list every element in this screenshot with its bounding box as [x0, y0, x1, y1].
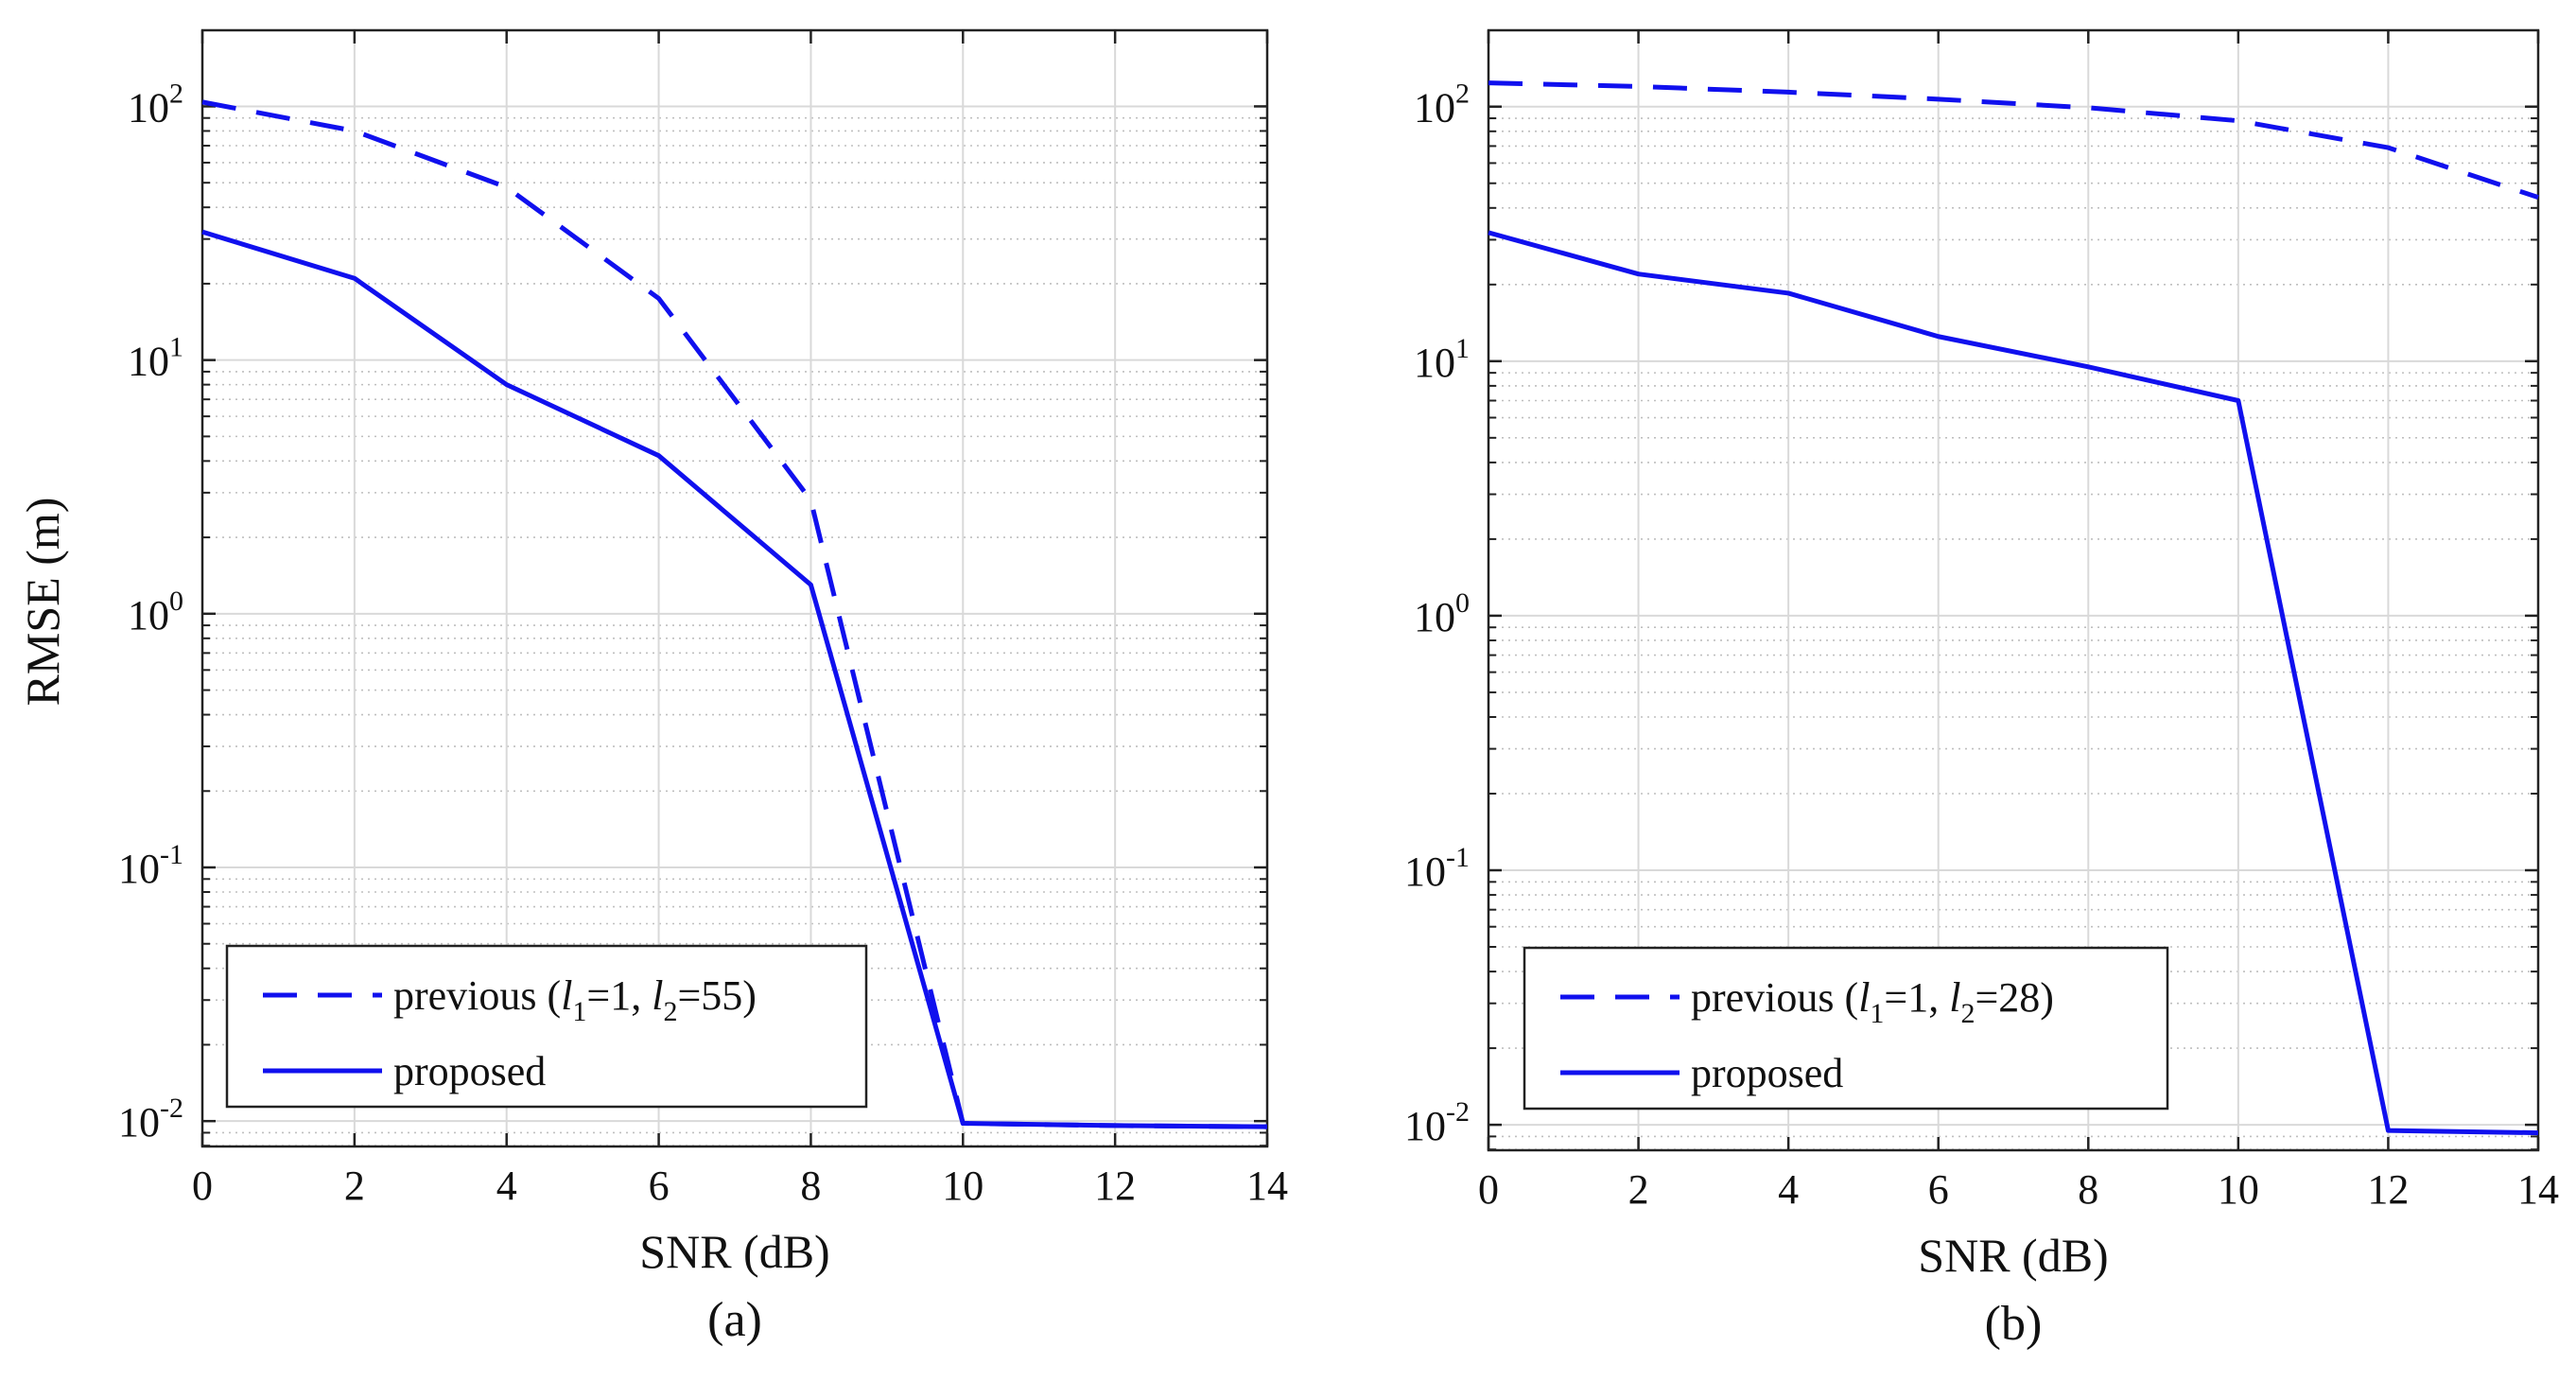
legend-label-proposed: proposed	[1691, 1050, 1843, 1096]
data-point-proposed	[2538, 1132, 2539, 1133]
legend: previous (l1=1, l2=55) proposed	[225, 944, 868, 1109]
data-point-previous	[1938, 98, 1939, 99]
x-tick-label: 4	[1778, 1166, 1799, 1213]
x-axis-label: SNR (dB)	[639, 1225, 829, 1278]
series-line-proposed	[201, 229, 1268, 1129]
x-tick-label: 2	[1628, 1166, 1649, 1213]
data-point-proposed	[810, 585, 811, 586]
x-axis-label: SNR (dB)	[1918, 1229, 2108, 1282]
legend-box	[1523, 946, 2169, 1111]
x-tick-label: 10	[2218, 1166, 2259, 1213]
data-point-previous	[658, 298, 659, 299]
x-tick-label: 6	[649, 1163, 670, 1209]
data-point-proposed	[1638, 273, 1639, 274]
x-tick-label: 10	[942, 1163, 983, 1209]
grid	[201, 30, 1268, 1146]
data-point-proposed	[1938, 336, 1939, 337]
y-tick-label: 10-2	[118, 1093, 183, 1146]
data-point-previous	[2538, 197, 2539, 198]
legend-label-previous: previous (l1=1, l2=28)	[1691, 974, 2054, 1029]
chart-panel-b: 0 2 4 6 8 10 12 14 102 101 100 10-1 10-2 SNR (dB) (b) p…	[1404, 28, 2559, 1351]
x-tick-label: 0	[192, 1163, 213, 1209]
legend: previous (l1=1, l2=28) proposed	[1523, 946, 2169, 1111]
x-tick-label: 0	[1478, 1166, 1499, 1213]
legend-label-proposed: proposed	[393, 1048, 546, 1094]
series-line-proposed	[1488, 230, 2539, 1136]
axes-box	[200, 28, 1269, 1148]
series-line-previous	[1488, 80, 2539, 201]
data-point-proposed	[1115, 1125, 1116, 1126]
legend-box	[225, 944, 868, 1109]
data-point-proposed	[202, 232, 203, 233]
y-tick-label: 101	[128, 332, 183, 385]
data-point-proposed	[506, 384, 507, 385]
data-point-proposed	[354, 278, 355, 279]
x-tick-label: 4	[496, 1163, 517, 1209]
panel-label: (a)	[707, 1293, 762, 1347]
x-tick-label: 12	[2367, 1166, 2409, 1213]
y-axis-label: RMSE (m)	[16, 498, 69, 707]
panel-label: (b)	[1985, 1297, 2043, 1351]
data-point-proposed	[963, 1123, 964, 1124]
y-tick-label: 102	[1414, 79, 1470, 131]
data-point-previous	[1488, 82, 1489, 83]
x-tick-label: 6	[1928, 1166, 1949, 1213]
data-point-proposed	[2237, 400, 2238, 401]
data-point-previous	[1638, 86, 1639, 87]
series-proposed	[1488, 230, 2539, 1136]
x-tick-label: 12	[1094, 1163, 1136, 1209]
series-line-previous	[201, 99, 1268, 1129]
data-point-previous	[506, 186, 507, 187]
data-point-previous	[2388, 148, 2389, 149]
axes-box	[1487, 28, 2540, 1152]
data-point-proposed	[1267, 1127, 1268, 1128]
data-point-previous	[810, 499, 811, 500]
x-tick-label: 2	[344, 1163, 365, 1209]
data-point-proposed	[2388, 1130, 2389, 1131]
y-tick-label: 10-2	[1404, 1096, 1470, 1149]
data-point-proposed	[1788, 292, 1789, 293]
data-point-previous	[2237, 120, 2238, 121]
y-tick-label: 101	[1414, 333, 1470, 386]
series-previous	[201, 99, 1268, 1129]
legend-label-previous: previous (l1=1, l2=55)	[393, 972, 757, 1027]
y-tick-label: 100	[1414, 587, 1470, 640]
chart-panel-a: 0 2 4 6 8 10 12 14 102 101 100 10-1 10-2 SNR (dB) RMSE…	[16, 28, 1288, 1347]
series-proposed	[201, 229, 1268, 1129]
data-point-proposed	[2088, 366, 2089, 367]
data-point-proposed	[658, 455, 659, 456]
x-tick-label: 8	[800, 1163, 821, 1209]
data-point-previous	[2088, 107, 2089, 108]
x-tick-label: 14	[1246, 1163, 1288, 1209]
x-tick-label: 8	[2078, 1166, 2098, 1213]
series-previous	[1488, 80, 2539, 201]
y-tick-label: 10-1	[118, 839, 183, 892]
y-tick-label: 10-1	[1404, 842, 1470, 895]
data-point-previous	[1788, 92, 1789, 93]
y-tick-label: 100	[128, 586, 183, 639]
y-tick-label: 102	[128, 78, 183, 131]
data-point-previous	[202, 101, 203, 102]
x-tick-label: 14	[2517, 1166, 2559, 1213]
data-point-proposed	[1488, 232, 1489, 233]
